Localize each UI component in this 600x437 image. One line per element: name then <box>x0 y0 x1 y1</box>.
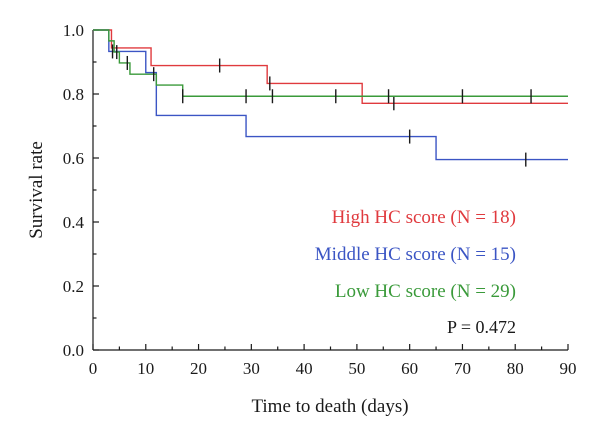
p-value-annotation: P = 0.472 <box>447 317 516 337</box>
y-tick-label: 0.8 <box>63 85 84 104</box>
y-tick-label: 1.0 <box>63 21 84 40</box>
legend-entry-middle: Middle HC score (N = 15) <box>315 244 516 265</box>
x-ticks: 0 10 20 30 40 50 60 70 80 90 <box>89 344 577 378</box>
series-line-high <box>93 29 568 104</box>
series-layer <box>93 29 568 167</box>
legend-entry-high: High HC score (N = 18) <box>332 207 516 228</box>
series-line-low <box>93 29 568 97</box>
y-tick-label: 0.4 <box>63 213 85 232</box>
x-tick-label: 90 <box>560 359 577 378</box>
y-tick-label: 0.2 <box>63 277 84 296</box>
x-tick-label: 30 <box>243 359 260 378</box>
y-tick-label: 0.0 <box>63 341 84 360</box>
x-tick-label: 40 <box>296 359 313 378</box>
x-tick-label: 0 <box>89 359 98 378</box>
y-tick-label: 0.6 <box>63 149 84 168</box>
legend: High HC score (N = 18) Middle HC score (… <box>315 207 516 302</box>
y-axis-title: Survival rate <box>26 141 47 239</box>
x-tick-label: 70 <box>454 359 471 378</box>
x-axis-title: Time to death (days) <box>251 396 408 417</box>
x-tick-label: 80 <box>507 359 524 378</box>
x-tick-label: 10 <box>137 359 154 378</box>
x-tick-label: 50 <box>348 359 365 378</box>
axes <box>92 30 568 351</box>
series-line-middle <box>93 29 568 161</box>
x-tick-label: 60 <box>401 359 418 378</box>
legend-entry-low: Low HC score (N = 29) <box>335 281 516 302</box>
y-ticks: 0.0 0.2 0.4 0.6 0.8 1.0 <box>63 21 99 360</box>
x-tick-label: 20 <box>190 359 207 378</box>
